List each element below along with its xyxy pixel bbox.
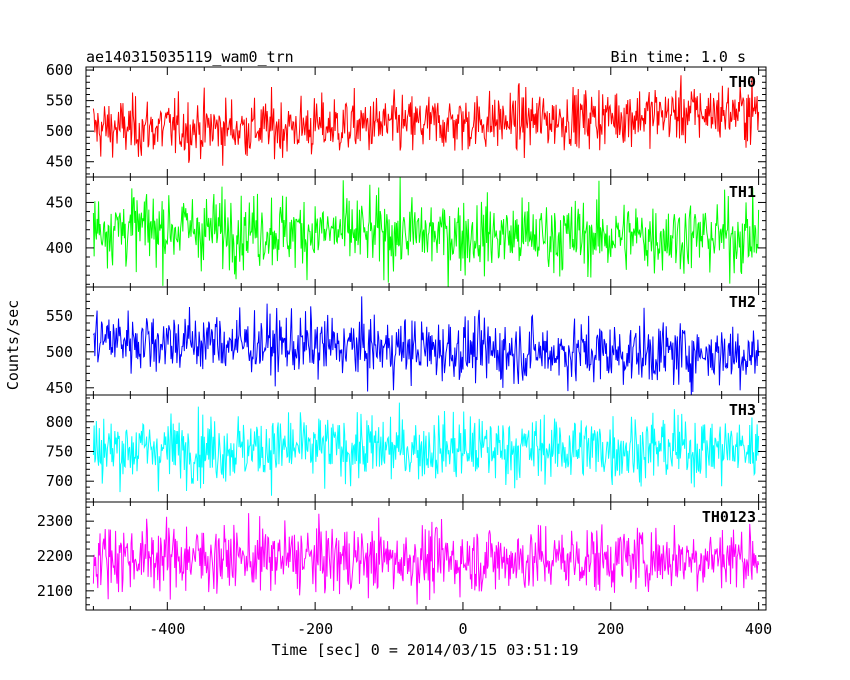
series-line-th0	[92, 75, 760, 166]
series-line-th0123	[92, 513, 760, 605]
y-tick-label: 550	[46, 92, 73, 110]
panel-th2: 450 500 550 TH2	[46, 286, 767, 397]
x-tick-label: 0	[458, 620, 467, 638]
y-tick-label: 2200	[37, 547, 73, 565]
y-tick-label: 800	[46, 413, 73, 431]
panel-label-th1: TH1	[729, 183, 756, 201]
y-tick-label: 750	[46, 442, 73, 460]
series-line-th2	[93, 296, 760, 395]
panel-th0: 450 500 550 600 TH0	[46, 61, 767, 178]
y-tick-label: 600	[46, 61, 73, 79]
title-left: ae140315035119_wam0_trn	[86, 48, 294, 66]
y-axis-label: Counts/sec	[4, 300, 22, 390]
panel-label-th2: TH2	[729, 293, 756, 311]
x-tick-label: 400	[745, 620, 772, 638]
panel-label-th0123: TH0123	[702, 508, 756, 526]
y-tick-label: 450	[46, 153, 73, 171]
title-right: Bin time: 1.0 s	[611, 48, 746, 66]
panel-th1: 400 450 TH1	[46, 176, 767, 288]
panel-th3: 700 750 800 TH3	[46, 394, 767, 503]
series-line-th3	[92, 402, 760, 496]
x-tick-label: -400	[149, 620, 185, 638]
x-tick-label: -200	[297, 620, 333, 638]
y-tick-label: 500	[46, 122, 73, 140]
series-line-th1	[92, 177, 760, 287]
y-tick-label: 450	[46, 379, 73, 397]
y-tick-label: 2100	[37, 582, 73, 600]
y-tick-label: 700	[46, 472, 73, 490]
y-tick-label: 2300	[37, 512, 73, 530]
y-tick-label: 500	[46, 343, 73, 361]
panel-th0123: 2100 2200 2300 TH0123	[37, 501, 767, 611]
x-tick-label: 200	[597, 620, 624, 638]
panels: 450500550600TH0400450TH1450500550TH27007…	[37, 61, 767, 611]
y-tick-label: 450	[46, 193, 73, 211]
panel-label-th3: TH3	[729, 401, 756, 419]
x-axis: -400 -200 0 200 400	[149, 620, 772, 638]
y-tick-label: 550	[46, 307, 73, 325]
y-tick-label: 400	[46, 239, 73, 257]
panel-label-th0: TH0	[729, 73, 756, 91]
x-axis-label: Time [sec] 0 = 2014/03/15 03:51:19	[271, 641, 578, 659]
